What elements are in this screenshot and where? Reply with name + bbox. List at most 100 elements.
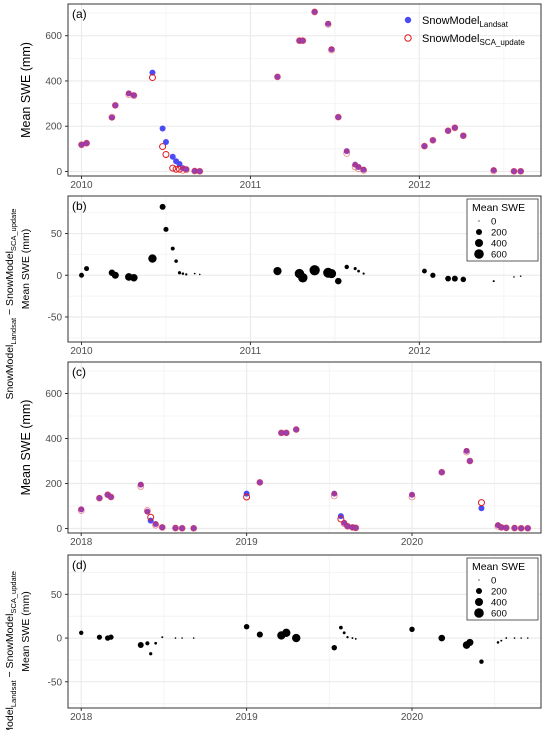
point-sca-update (466, 457, 474, 465)
point-difference (505, 637, 508, 639)
legend-label: SnowModelLandsat (422, 15, 509, 29)
point-difference (513, 276, 515, 278)
panel-label: (d) (72, 558, 87, 572)
size-legend-marker (474, 597, 484, 607)
y-axis-label: Mean SWE (mm) (19, 400, 33, 496)
panel-c: (c) 0 200 400 600 2018 2019 2020 Mean SWE (mm) (19, 361, 542, 548)
point-difference (148, 254, 157, 263)
point-difference (351, 637, 354, 640)
point-sca-update (190, 524, 198, 532)
x-tick-label: 2020 (401, 712, 424, 723)
point-sca-update (169, 164, 177, 172)
y-axis-label-difference: SnowModelLandsat − SnowModelSCA_update (4, 571, 18, 730)
point-landsat (328, 46, 335, 53)
point-sca-update (490, 167, 498, 175)
point-difference (331, 644, 338, 651)
point-landsat (355, 163, 362, 170)
x-tick-label: 2018 (70, 712, 93, 723)
panel-label: (a) (72, 7, 87, 21)
y-tick-label: -50 (48, 312, 63, 323)
x-tick-label: 2010 (70, 180, 93, 191)
point-landsat (108, 114, 115, 121)
point-sca-update (463, 448, 470, 456)
point-difference (174, 259, 178, 263)
size-legend-label: 200 (491, 228, 507, 239)
point-sca-update (172, 524, 179, 532)
grid (68, 362, 541, 533)
point-difference (438, 634, 446, 642)
point-landsat (191, 168, 198, 175)
point-sca-update (107, 493, 115, 501)
point-sca-update (274, 73, 281, 81)
point-sca-update (511, 524, 518, 532)
panel-border (67, 554, 542, 709)
point-difference (174, 637, 177, 639)
point-sca-update (510, 167, 518, 175)
point-landsat (149, 69, 156, 76)
point-landsat (490, 167, 497, 174)
point-difference (309, 265, 320, 276)
panel-label: (c) (72, 365, 86, 379)
point-landsat (256, 479, 263, 486)
point-sca-update (352, 524, 360, 532)
size-legend-marker (475, 587, 483, 595)
point-sca-update (178, 524, 186, 532)
y-tick-label: 600 (45, 31, 62, 42)
point-sca-update (77, 507, 85, 514)
size-legend-marker (478, 579, 480, 581)
point-difference (163, 226, 169, 232)
point-difference (466, 638, 474, 646)
point-difference (181, 272, 185, 275)
point-sca-update (429, 136, 437, 144)
y-axis-label: Mean SWE (mm) (20, 229, 32, 310)
point-difference (346, 636, 349, 639)
point-difference (137, 642, 144, 649)
point-sca-update (282, 429, 290, 437)
point-difference (145, 641, 150, 646)
point-difference (342, 631, 346, 635)
point-landsat (503, 524, 510, 531)
y-tick-label: 50 (51, 590, 63, 601)
size-legend-label: 400 (491, 598, 507, 609)
point-sca-update (334, 113, 342, 121)
point-landsat (343, 148, 350, 155)
size-legend-marker (478, 220, 480, 222)
point-difference (422, 268, 427, 274)
point-landsat (278, 429, 285, 436)
point-landsat (478, 505, 485, 512)
point-landsat (518, 525, 525, 532)
data-points (79, 203, 522, 285)
data-points (79, 623, 529, 664)
size-legend-label: 0 (491, 217, 496, 228)
point-difference (192, 637, 195, 639)
point-landsat (130, 92, 137, 99)
point-sca-update (311, 8, 319, 16)
point-landsat (299, 37, 306, 44)
point-landsat (325, 20, 332, 27)
point-difference (181, 637, 183, 639)
point-landsat (162, 139, 169, 146)
point-sca-update (517, 167, 525, 175)
point-landsat (108, 494, 114, 500)
point-difference (79, 630, 84, 635)
size-legend-marker (474, 608, 484, 618)
panel-border (67, 3, 542, 177)
point-sca-update (299, 37, 307, 45)
point-sca-update (330, 492, 338, 500)
point-landsat (78, 141, 85, 148)
point-difference (492, 280, 495, 283)
x-tick-label: 2011 (240, 180, 262, 191)
point-sca-update (444, 127, 452, 135)
point-landsat (510, 168, 517, 175)
point-landsat (176, 161, 183, 168)
x-tick-label: 2012 (408, 180, 431, 191)
y-tick-label: 200 (45, 122, 62, 133)
panel-label: (b) (72, 199, 87, 213)
point-sca-update (243, 493, 251, 501)
size-legend-title: Mean SWE (472, 202, 525, 214)
point-difference (79, 272, 84, 278)
point-landsat (159, 524, 166, 531)
point-difference (256, 631, 263, 638)
point-difference (273, 266, 282, 276)
point-sca-update (147, 513, 155, 521)
